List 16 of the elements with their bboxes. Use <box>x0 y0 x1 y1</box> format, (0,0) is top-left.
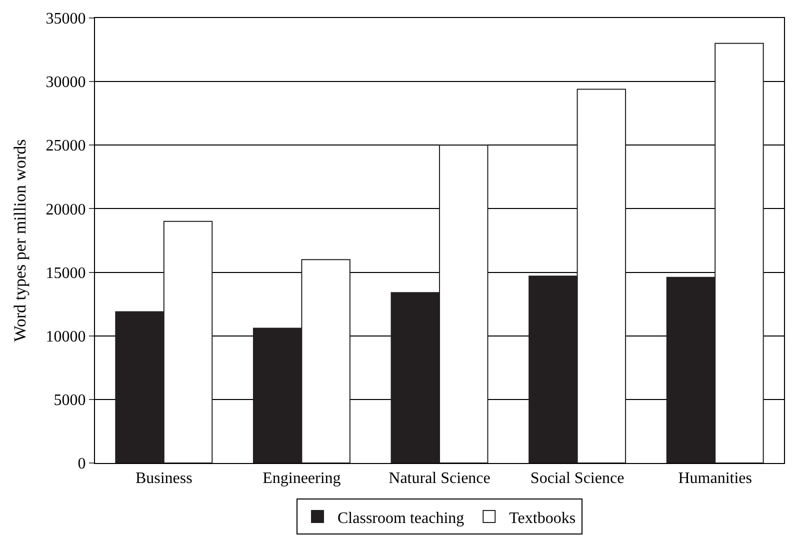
y-axis-title: Word types per million words <box>10 139 30 342</box>
y-tick-label: 5000 <box>54 392 86 410</box>
y-tick-label: 25000 <box>46 138 86 155</box>
y-tick-label: 15000 <box>46 264 86 282</box>
y-tick-label: 30000 <box>46 74 86 92</box>
x-tick-label: Natural Science <box>388 470 490 488</box>
x-tick-label: Engineering <box>262 470 341 488</box>
y-tick-label: 10000 <box>46 328 86 346</box>
y-tick-label: 20000 <box>46 201 86 218</box>
x-tick-label: Business <box>135 470 192 488</box>
x-tick-label: Social Science <box>530 470 624 488</box>
y-tick-label: 0 <box>78 456 86 473</box>
legend-label: Classroom teaching <box>338 510 464 527</box>
y-tick-label: 35000 <box>46 10 86 28</box>
legend-label: Textbooks <box>509 510 576 527</box>
x-tick-label: Humanities <box>678 470 752 488</box>
